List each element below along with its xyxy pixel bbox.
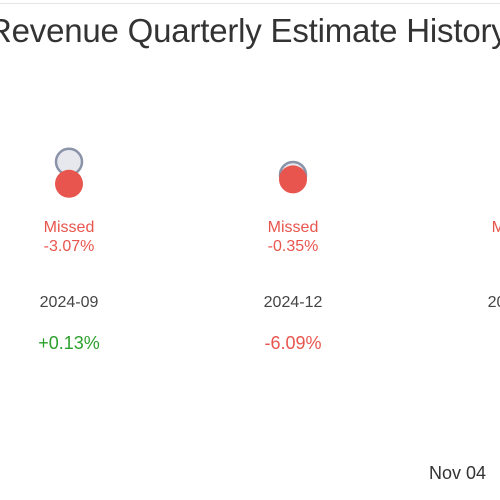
result-label: Missed <box>492 219 500 236</box>
period-label: 2025-03 <box>488 294 500 311</box>
change-label: +0.13% <box>38 333 100 353</box>
surprise-label: -0.35% <box>268 238 319 255</box>
actual-point <box>279 165 307 194</box>
surprise-label: -3.07% <box>44 238 95 255</box>
top-divider <box>0 3 500 4</box>
result-label: Missed <box>268 219 319 236</box>
period-label: 2024-12 <box>264 294 323 311</box>
change-label: -6.09% <box>264 333 321 353</box>
actual-point <box>55 169 83 198</box>
chart-title: Revenue Quarterly Estimate History <box>0 12 500 49</box>
period-label: 2024-09 <box>40 294 99 311</box>
footer-date: Nov 04 <box>429 463 487 483</box>
result-label: Missed <box>44 219 95 236</box>
